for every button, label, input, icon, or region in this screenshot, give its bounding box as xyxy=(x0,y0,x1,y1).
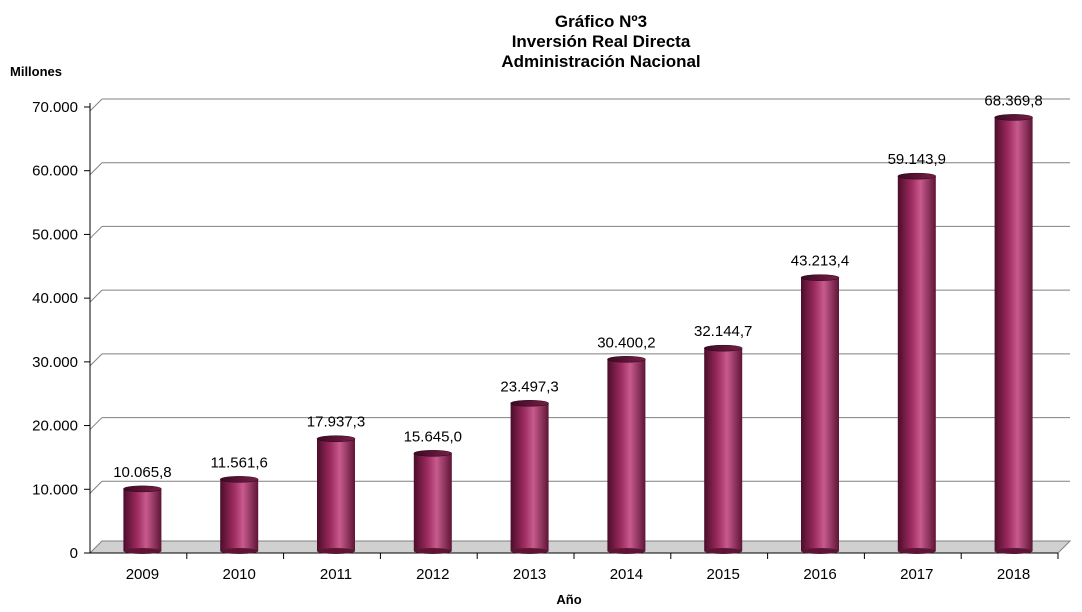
y-tick-labels: 0 10.000 20.000 30.000 40.000 50.000 60.000 70.… xyxy=(32,99,78,562)
bar-2009 xyxy=(123,485,162,554)
bar-cap xyxy=(316,435,356,442)
x-tick-label: 2011 xyxy=(320,566,352,583)
chart-title-line-2: Inversión Real Directa xyxy=(511,32,691,51)
bar-cap xyxy=(703,344,743,352)
bar-base xyxy=(897,548,936,554)
x-tick-label: 2017 xyxy=(900,566,933,583)
data-label: 11.561,6 xyxy=(211,454,268,471)
bar-2016 xyxy=(800,274,840,554)
gridline-diagonal xyxy=(89,226,103,239)
x-tick-label: 2009 xyxy=(126,566,159,583)
data-label: 17.937,3 xyxy=(307,414,365,431)
bar-body xyxy=(510,403,549,551)
bar-cap xyxy=(994,114,1033,121)
x-tick-label: 2015 xyxy=(707,566,740,583)
bar-base xyxy=(220,548,259,554)
y-tick-label: 20.000 xyxy=(32,418,78,435)
data-labels: 10.065,8 11.561,6 17.937,3 15.645,0 23.497,3… xyxy=(113,92,1043,480)
data-label: 59.143,9 xyxy=(888,151,946,168)
bar-cap xyxy=(413,450,453,457)
bar-base xyxy=(413,548,452,554)
x-tick-label: 2013 xyxy=(513,566,546,583)
y-tick-label: 10.000 xyxy=(32,481,78,498)
bar-2011 xyxy=(316,435,356,554)
bar-body xyxy=(413,453,452,551)
bar-2015 xyxy=(703,344,743,554)
bar-body xyxy=(220,479,259,551)
data-label: 23.497,3 xyxy=(500,378,558,395)
gridline-diagonal xyxy=(89,417,103,430)
bar-2014 xyxy=(607,356,646,554)
bar-body xyxy=(123,488,162,551)
y-tick-label: 60.000 xyxy=(32,163,78,180)
bar-body xyxy=(607,359,646,551)
bar-base xyxy=(704,548,743,554)
bar-cap xyxy=(123,485,162,493)
bar-body xyxy=(317,438,355,551)
bar-cap xyxy=(219,476,259,483)
gridline-diagonal xyxy=(89,162,103,176)
y-tick-label: 30.000 xyxy=(32,354,78,371)
y-axis-units-label: Millones xyxy=(10,64,63,79)
bar-body xyxy=(897,176,936,551)
bar-base xyxy=(510,548,549,554)
bar-2012 xyxy=(413,450,453,554)
gridline-diagonal xyxy=(89,98,103,112)
data-label: 68.369,8 xyxy=(984,92,1042,109)
chart-title: Gráfico Nº3 Inversión Real Directa Admin… xyxy=(0,12,1082,72)
bar-2017 xyxy=(897,172,937,554)
data-label: 32.144,7 xyxy=(694,323,752,340)
bar-base xyxy=(801,548,839,554)
bar-base xyxy=(994,548,1033,554)
bar-base xyxy=(123,548,162,554)
bars xyxy=(123,114,1033,554)
x-tick-label: 2010 xyxy=(223,566,256,583)
x-tick-labels: 2009 2010 2011 2012 2013 2014 2015 2016 2017 2018 xyxy=(126,566,1031,583)
y-tick-label: 70.000 xyxy=(32,99,78,116)
data-label: 10.065,8 xyxy=(113,464,171,481)
x-tick-label: 2016 xyxy=(803,566,836,583)
gridline-diagonal xyxy=(89,353,103,367)
bar-cap xyxy=(510,400,549,407)
chart-title-line-3: Administración Nacional xyxy=(501,52,701,71)
x-tick-label: 2014 xyxy=(610,566,643,583)
data-label: 43.213,4 xyxy=(791,253,849,270)
data-label: 15.645,0 xyxy=(404,428,462,445)
bar-body xyxy=(801,277,839,551)
bar-2010 xyxy=(219,476,259,554)
chart-title-line-1: Gráfico Nº3 xyxy=(554,12,648,31)
y-tick-label: 0 xyxy=(70,545,78,562)
bar-2018 xyxy=(994,114,1033,554)
gridline-diagonal xyxy=(89,289,103,303)
bar-2013 xyxy=(510,400,549,554)
gridline-diagonal xyxy=(89,480,103,494)
x-tick-label: 2018 xyxy=(997,566,1030,583)
bar-base xyxy=(607,548,646,554)
y-tick-label: 50.000 xyxy=(32,226,78,243)
bar-body xyxy=(704,348,743,551)
bar-base xyxy=(317,548,355,554)
bar-cap xyxy=(607,356,646,363)
bar-body xyxy=(994,117,1033,551)
bar-cap xyxy=(897,172,937,180)
x-tick-label: 2012 xyxy=(416,566,449,583)
x-axis-title-wrap: Año xyxy=(0,592,1082,607)
bar-cap xyxy=(800,274,840,281)
x-axis-title: Año xyxy=(556,592,582,607)
data-label: 30.400,2 xyxy=(597,334,655,351)
y-tick-label: 40.000 xyxy=(32,290,78,307)
